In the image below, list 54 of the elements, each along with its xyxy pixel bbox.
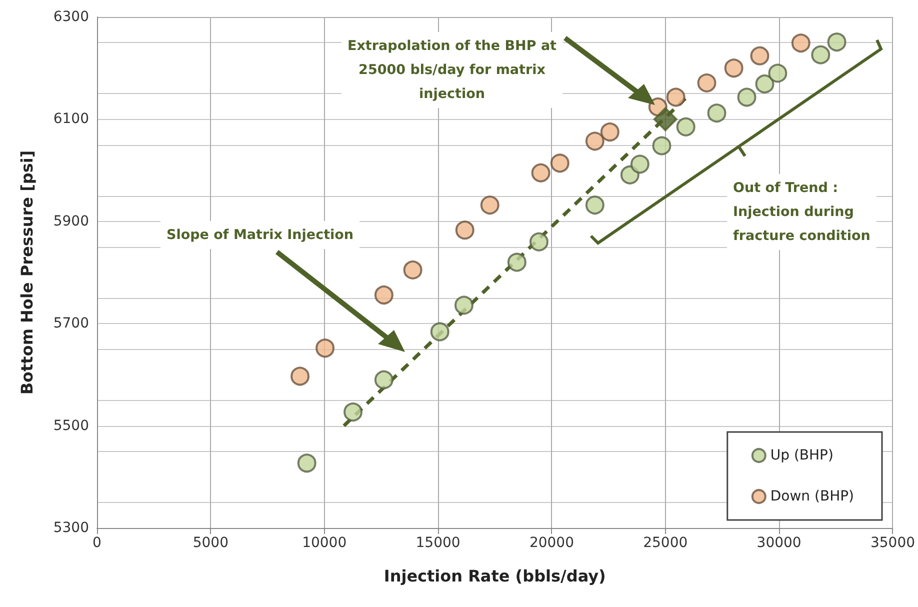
annotation: Slope of Matrix Injection <box>166 227 354 243</box>
point <box>480 196 500 215</box>
point <box>374 285 394 304</box>
point <box>454 296 474 315</box>
x-tick-label: 10000 <box>302 535 347 551</box>
point <box>374 370 394 390</box>
point <box>755 74 774 94</box>
point <box>531 163 550 182</box>
point <box>827 32 846 52</box>
y-tick-label: 5700 <box>53 316 89 332</box>
y-axis-title: Bottom Hole Pressure [psi] <box>18 150 36 395</box>
point <box>600 122 620 142</box>
point <box>344 402 362 422</box>
point <box>316 338 335 358</box>
x-tick-label: 0 <box>92 535 102 551</box>
point <box>297 454 316 473</box>
y-tick-label: 6300 <box>53 9 89 25</box>
point <box>811 45 830 64</box>
y-tick-label: 6100 <box>53 111 89 128</box>
y-tick-label: 5500 <box>53 418 89 434</box>
x-tick-label: 20000 <box>529 535 574 551</box>
point <box>653 107 678 132</box>
point <box>652 136 672 156</box>
point <box>290 366 310 386</box>
point <box>707 104 726 123</box>
point <box>529 232 548 252</box>
point <box>550 154 570 173</box>
x-tick-label: 5000 <box>192 535 228 551</box>
annotation: Out of Trend : Injection during fracture condition <box>733 180 870 244</box>
y-tick-label: 5300 <box>53 520 89 536</box>
y-tick-label: 5900 <box>53 213 89 230</box>
point <box>737 88 756 107</box>
point <box>630 154 650 174</box>
point <box>585 196 604 215</box>
point <box>507 252 526 272</box>
point <box>666 88 686 107</box>
point <box>455 220 474 240</box>
point <box>585 132 604 151</box>
point <box>697 73 716 92</box>
annotation: Extrapolation of the BHP at 25000 bls/day for matrix injection <box>347 38 558 102</box>
x-tick-label: 30000 <box>756 535 802 551</box>
x-axis-title: Injection Rate (bbls/day) <box>384 566 606 586</box>
x-tick-label: 25000 <box>643 535 688 551</box>
point <box>430 322 450 342</box>
point <box>791 34 810 53</box>
point <box>750 46 770 66</box>
legend-label: Up (BHP) <box>770 448 834 464</box>
point <box>676 117 696 136</box>
legend-label: Down (BHP) <box>770 488 854 504</box>
point <box>724 58 744 78</box>
x-tick-label: 15000 <box>416 535 460 551</box>
point <box>768 64 788 83</box>
point <box>403 260 422 280</box>
x-tick-label: 35000 <box>870 535 916 551</box>
